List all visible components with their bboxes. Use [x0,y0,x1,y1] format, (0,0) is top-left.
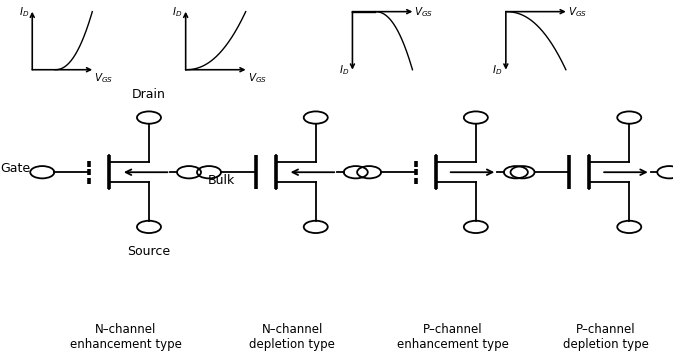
Text: $V_{GS}$: $V_{GS}$ [248,72,267,85]
Text: P–channel
depletion type: P–channel depletion type [563,323,649,351]
Text: Source: Source [127,245,171,258]
Text: $I_D$: $I_D$ [172,5,183,19]
Text: $I_D$: $I_D$ [339,63,349,77]
Text: $I_D$: $I_D$ [492,63,503,77]
Text: Gate: Gate [0,162,30,175]
Text: Bulk: Bulk [208,174,235,187]
Text: $V_{GS}$: $V_{GS}$ [415,5,433,19]
Text: Drain: Drain [132,88,166,101]
Text: P–channel
enhancement type: P–channel enhancement type [396,323,508,351]
Text: $V_{GS}$: $V_{GS}$ [568,5,587,19]
Text: N–channel
depletion type: N–channel depletion type [249,323,336,351]
Text: N–channel
enhancement type: N–channel enhancement type [69,323,181,351]
Text: $I_D$: $I_D$ [19,5,29,19]
Text: $V_{GS}$: $V_{GS}$ [94,72,113,85]
